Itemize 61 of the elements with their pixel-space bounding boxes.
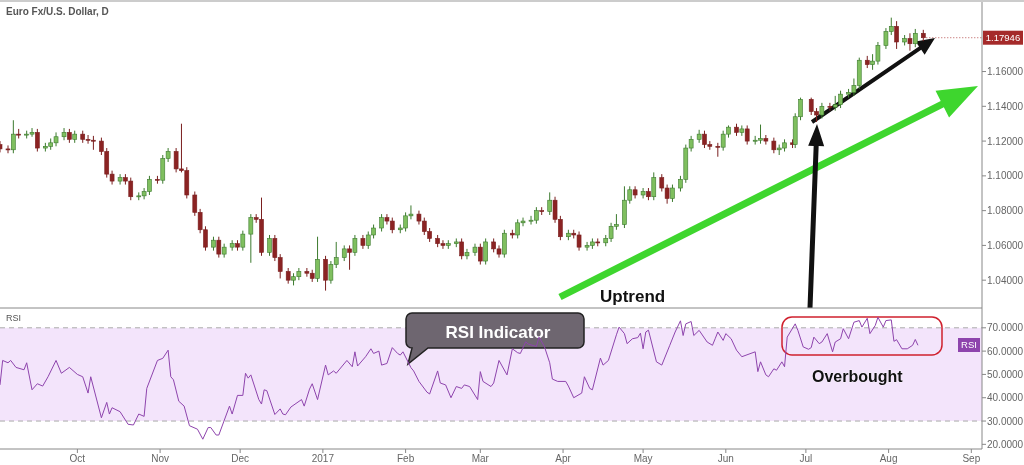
candlestick <box>347 244 352 271</box>
x-tick-label: May <box>633 453 653 464</box>
y-tick-label: 1.16000 <box>987 66 1024 78</box>
x-tick-label: Oct <box>69 453 86 464</box>
y-tick-label: 60.0000 <box>987 345 1024 357</box>
candlestick <box>478 243 483 266</box>
candlestick <box>640 187 646 199</box>
annotation: Uptrend <box>600 287 666 306</box>
candlestick <box>464 248 470 260</box>
y-tick-label: 1.12000 <box>987 135 1024 147</box>
text: RSI <box>6 313 22 323</box>
candlestick <box>35 128 40 153</box>
candlestick <box>5 144 11 154</box>
candlestick <box>240 230 246 252</box>
x-tick-label: Aug <box>879 453 898 464</box>
candlestick <box>267 234 272 257</box>
x-tick-label: Jul <box>799 453 813 464</box>
y-tick-label: 50.0000 <box>987 368 1024 380</box>
candlestick <box>502 229 507 259</box>
x-tick-label: Sep <box>962 453 981 464</box>
x-tick-label: Feb <box>396 453 415 464</box>
candlestick <box>907 32 913 52</box>
y-tick-label: 30.0000 <box>987 415 1024 427</box>
candlestick <box>117 173 123 186</box>
candlestick <box>912 28 918 48</box>
candlestick <box>61 127 67 141</box>
annotation: RSI Indicator <box>445 323 551 342</box>
candlestick <box>323 255 328 292</box>
candlestick <box>696 129 702 144</box>
candlestick <box>459 237 464 260</box>
y-tick-label: 20.0000 <box>987 438 1024 450</box>
candlestick <box>651 171 657 201</box>
y-tick-label: 1.10000 <box>987 170 1024 182</box>
x-tick-label: Dec <box>231 453 250 464</box>
candlestick <box>315 236 320 283</box>
y-tick-label: 1.08000 <box>987 205 1024 217</box>
candlestick <box>894 20 899 50</box>
y-tick-label: 70.0000 <box>987 322 1024 334</box>
text: RSI <box>961 339 977 351</box>
candlestick <box>827 102 833 112</box>
candlestick <box>11 119 16 154</box>
annotation: Overbought <box>812 368 904 385</box>
y-tick-label: 1.14000 <box>987 100 1024 112</box>
y-tick-label: 1.06000 <box>987 239 1024 251</box>
y-tick-label: 1.04000 <box>987 274 1024 286</box>
y-tick-label: 40.0000 <box>987 392 1024 404</box>
chart-title: Euro Fx/U.S. Dollar, D <box>6 6 109 17</box>
annotation: 1.17946 <box>985 32 1021 44</box>
candlestick <box>547 191 553 216</box>
candlestick <box>352 234 358 257</box>
x-tick-label: 2017 <box>311 453 335 464</box>
x-tick-label: Jun <box>717 453 734 464</box>
x-tick-label: Nov <box>151 453 170 464</box>
x-tick-label: Mar <box>471 453 490 464</box>
candlestick <box>744 124 750 146</box>
candlestick <box>216 236 222 259</box>
x-tick-label: Apr <box>555 453 572 464</box>
candlestick <box>483 237 488 266</box>
candlestick <box>248 213 254 264</box>
candlestick <box>763 134 769 146</box>
line-series <box>0 316 919 440</box>
